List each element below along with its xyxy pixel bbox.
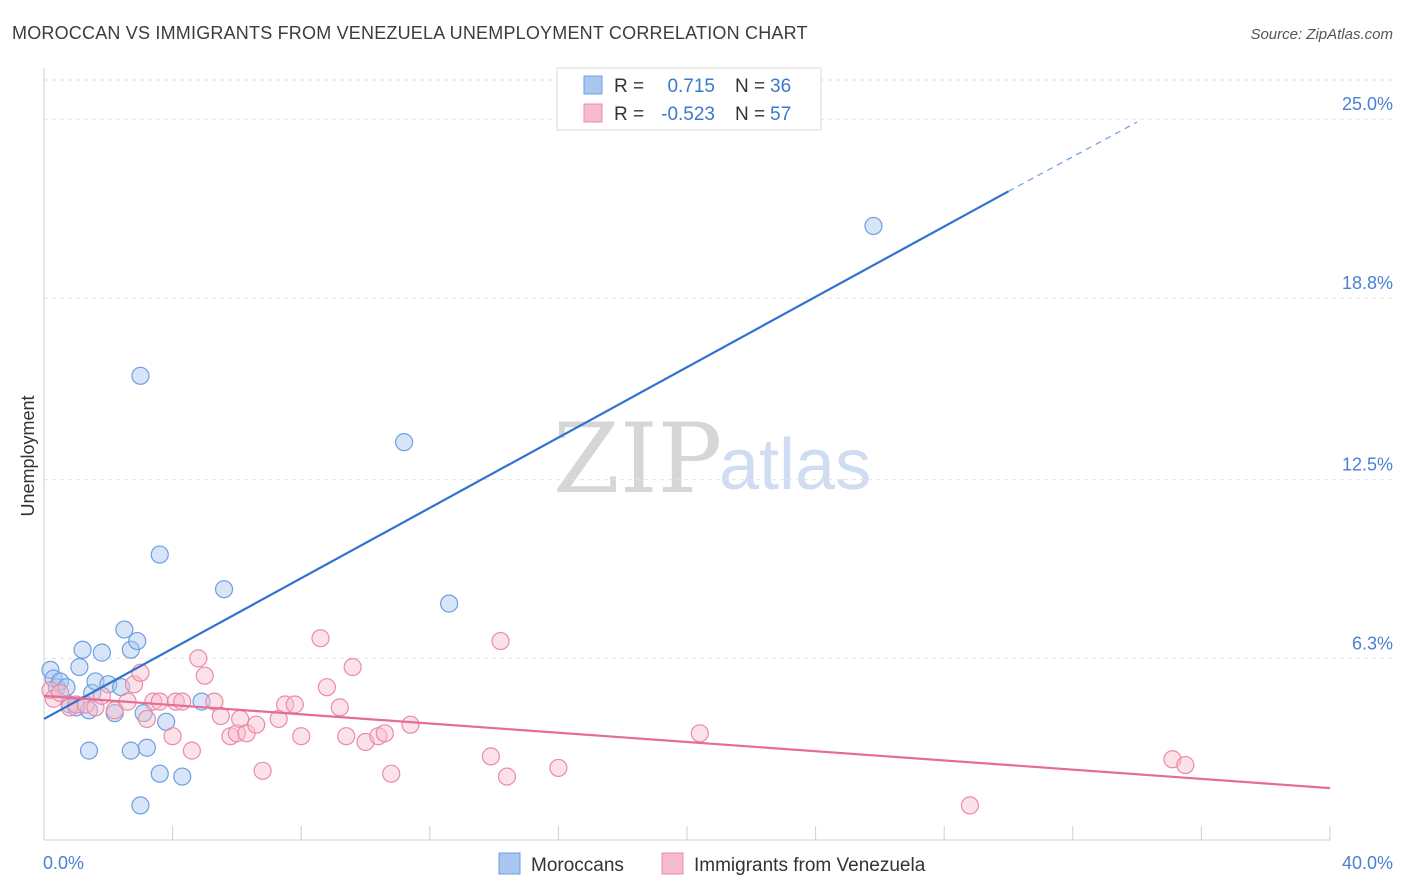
data-point-s1-43 [481, 747, 500, 766]
data-point-s1-36 [337, 727, 356, 746]
legend-stats: R = 0.715 N = 36 R = -0.523 N = 57 [556, 67, 822, 131]
legend-n-label-2: N = [735, 104, 765, 125]
data-point-s1-24 [227, 724, 246, 743]
legend-bottom-label-moroccans: Moroccans [531, 855, 624, 876]
data-point-s1-44 [491, 631, 510, 651]
trend-line-1 [43, 694, 1331, 790]
data-point-s1-19 [189, 649, 208, 668]
data-point-s1-45 [497, 767, 517, 786]
data-point-s0-32 [439, 594, 459, 613]
data-point-s1-40 [375, 724, 394, 743]
chart-title: MOROCCAN VS IMMIGRANTS FROM VENEZUELA UN… [12, 23, 808, 43]
data-point-s0-19 [131, 796, 150, 815]
data-point-s1-31 [285, 695, 304, 714]
axes [43, 68, 1331, 841]
data-point-s0-24 [173, 767, 192, 786]
data-point-s1-13 [144, 692, 163, 711]
data-point-s1-17 [173, 692, 192, 711]
legend-series: Moroccans Immigrants from Venezuela [498, 852, 926, 876]
data-point-s0-18 [128, 631, 147, 651]
data-point-s1-14 [150, 692, 169, 711]
data-point-s1-32 [292, 727, 311, 746]
data-point-s0-28 [131, 366, 150, 385]
data-point-s0-30 [214, 580, 234, 599]
legend-n-value-2: 57 [770, 104, 791, 125]
data-point-s1-20 [195, 666, 214, 685]
data-point-s1-34 [317, 678, 337, 697]
data-point-s0-33 [864, 216, 883, 236]
legend-r-label-2: R = [614, 104, 644, 125]
legend-r-value-2: -0.523 [661, 104, 715, 125]
y-tick-label-0: 6.3% [1352, 633, 1393, 653]
x-tick-max: 40.0% [1342, 853, 1393, 873]
legend-r-value-1: 0.715 [667, 76, 715, 97]
data-point-s1-37 [343, 657, 362, 677]
y-tick-label-3: 25.0% [1342, 94, 1393, 114]
y-axis-title: Unemployment [18, 395, 38, 516]
legend-bottom-swatch-venezuela [661, 852, 684, 875]
watermark: ZIP atlas [553, 403, 871, 515]
data-point-s1-33 [311, 629, 330, 648]
legend-swatch-venezuela [583, 103, 603, 123]
x-tick-min: 0.0% [43, 853, 84, 873]
data-point-s0-27 [121, 741, 140, 760]
data-point-s1-12 [137, 709, 156, 729]
data-point-s1-18 [182, 741, 201, 760]
data-point-s1-10 [124, 675, 144, 694]
data-point-s0-21 [137, 738, 156, 757]
data-point-s1-28 [253, 761, 272, 780]
data-point-s1-50 [1176, 755, 1195, 775]
data-point-s1-48 [960, 796, 980, 815]
trend-extension-0 [1008, 121, 1138, 192]
y-tick-label-2: 18.8% [1342, 273, 1393, 293]
data-point-s1-35 [330, 698, 349, 717]
data-point-s0-7 [70, 657, 89, 677]
legend-n-value-1: 36 [770, 76, 791, 97]
data-point-s0-29 [150, 545, 169, 564]
trend-line-0 [43, 190, 1010, 720]
data-point-s1-15 [163, 727, 182, 746]
trend-lines [43, 121, 1331, 790]
data-point-s1-41 [382, 764, 401, 783]
data-point-s1-22 [211, 706, 230, 726]
data-point-s1-2 [50, 683, 70, 703]
legend-bottom-label-venezuela: Immigrants from Venezuela [694, 855, 926, 876]
data-points [41, 216, 1195, 815]
data-point-s0-31 [394, 433, 414, 452]
legend-n-label-1: N = [735, 76, 765, 97]
y-tick-label-1: 12.5% [1342, 455, 1393, 475]
data-point-s1-27 [247, 715, 266, 734]
data-point-s1-42 [401, 715, 420, 734]
y-tick-labels: 6.3% 12.5% 18.8% 25.0% [1342, 94, 1393, 653]
data-point-s0-12 [92, 643, 111, 662]
data-point-s0-16 [115, 620, 134, 639]
data-point-s0-8 [73, 640, 92, 659]
data-point-s0-26 [79, 741, 99, 760]
data-point-s0-22 [150, 764, 169, 783]
data-point-s1-46 [549, 758, 568, 778]
watermark-zip: ZIP [553, 403, 722, 515]
watermark-atlas: atlas [719, 425, 871, 505]
gridlines [44, 79, 1393, 659]
legend-r-label-1: R = [614, 76, 644, 97]
chart-source: Source: ZipAtlas.com [1250, 26, 1393, 43]
legend-swatch-moroccans [583, 75, 603, 95]
data-point-s1-47 [690, 724, 709, 743]
legend-bottom-swatch-moroccans [498, 852, 521, 875]
